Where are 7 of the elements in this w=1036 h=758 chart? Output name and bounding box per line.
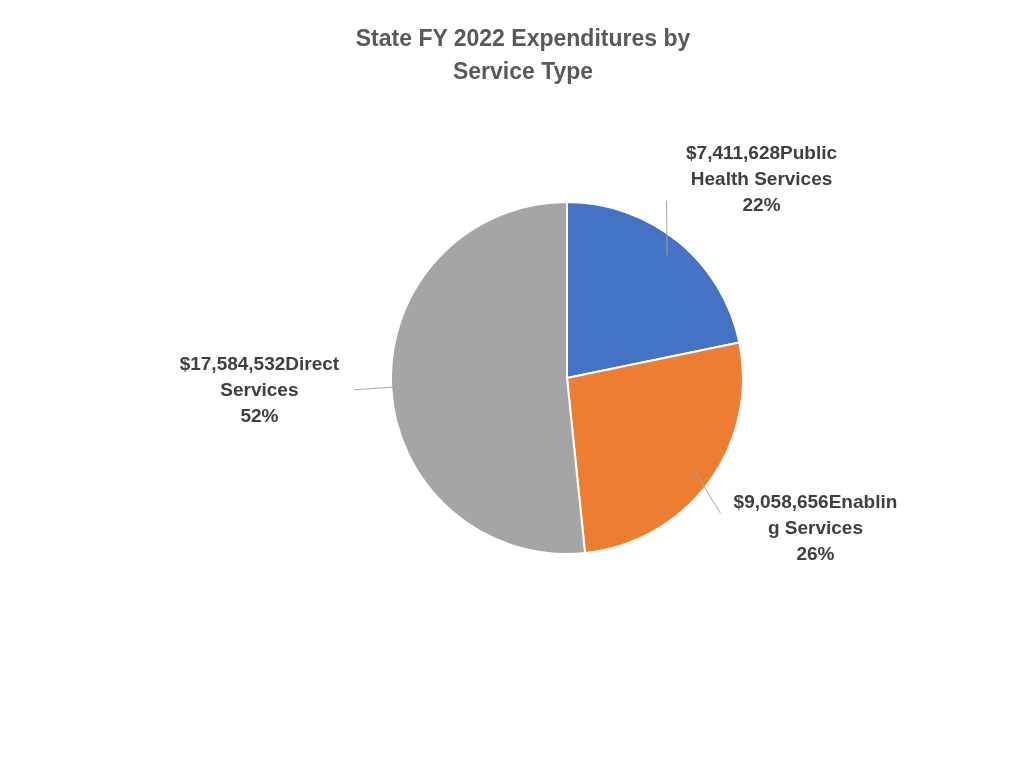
slice-label: $7,411,628Public Health Services <box>686 142 838 190</box>
slice-label: $17,584,532Direct Services <box>179 353 340 401</box>
text: 52% <box>240 405 279 427</box>
chart-title: State FY 2022 Expenditures by Service Type <box>355 25 691 85</box>
text: 26% <box>796 543 835 565</box>
text: 22% <box>742 194 781 216</box>
slice-label: $9,058,656Enabling Services <box>733 491 898 539</box>
